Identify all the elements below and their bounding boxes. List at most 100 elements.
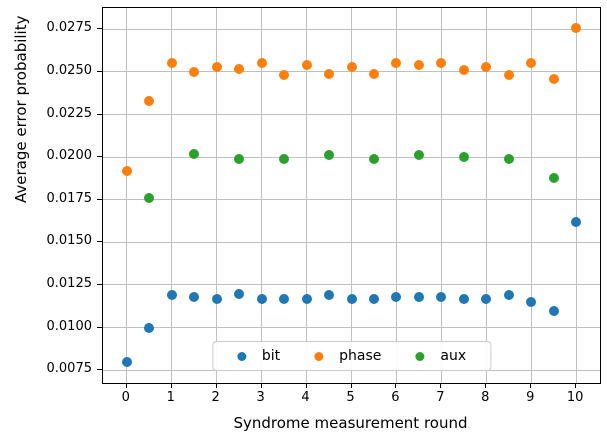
- x-tick-mark: [440, 383, 442, 388]
- y-tick-label: 0.0225: [46, 105, 93, 121]
- data-point-phase: [503, 70, 514, 81]
- gridline-x: [261, 8, 263, 383]
- data-point-phase: [413, 60, 424, 71]
- legend-item-phase: phase: [314, 348, 381, 364]
- data-point-phase: [458, 65, 469, 76]
- data-point-bit: [211, 293, 222, 304]
- data-point-aux: [144, 193, 155, 204]
- data-point-phase: [436, 58, 447, 69]
- data-point-bit: [413, 291, 424, 302]
- gridline-x: [126, 8, 128, 383]
- legend-item-bit: bit: [236, 348, 281, 364]
- data-point-bit: [189, 291, 200, 302]
- data-point-bit: [256, 293, 267, 304]
- x-tick-mark: [350, 383, 352, 388]
- data-point-phase: [256, 58, 267, 69]
- data-point-bit: [391, 291, 402, 302]
- y-tick-label: 0.0125: [46, 275, 93, 291]
- x-tick-label: 1: [166, 390, 175, 405]
- legend-label-phase: phase: [339, 348, 382, 364]
- x-tick-mark: [260, 383, 262, 388]
- y-tick-label: 0.0075: [46, 361, 93, 377]
- x-tick-mark: [530, 383, 532, 388]
- y-tick-label: 0.0275: [46, 20, 93, 36]
- x-tick-label: 7: [436, 390, 445, 405]
- data-point-phase: [391, 58, 402, 69]
- y-tick-mark: [97, 28, 102, 30]
- gridline-x: [171, 8, 173, 383]
- y-tick-mark: [97, 326, 102, 328]
- data-point-bit: [279, 293, 290, 304]
- x-tick-label: 2: [211, 390, 220, 405]
- x-tick-label: 8: [481, 390, 490, 405]
- x-tick-label: 0: [121, 390, 130, 405]
- data-point-aux: [324, 150, 335, 161]
- data-point-aux: [548, 172, 559, 183]
- y-tick-label: 0.0175: [46, 190, 93, 206]
- data-point-phase: [481, 61, 492, 72]
- data-point-bit: [481, 293, 492, 304]
- x-tick-label: 4: [301, 390, 310, 405]
- data-point-aux: [368, 153, 379, 164]
- x-tick-label: 6: [391, 390, 400, 405]
- gridline-x: [216, 8, 218, 383]
- data-point-phase: [211, 61, 222, 72]
- legend-marker-phase-icon: [314, 351, 324, 361]
- data-point-bit: [166, 290, 177, 301]
- y-tick-label: 0.0150: [46, 233, 93, 249]
- data-point-bit: [144, 322, 155, 333]
- data-point-bit: [346, 293, 357, 304]
- data-point-aux: [234, 153, 245, 164]
- data-point-phase: [548, 73, 559, 84]
- x-tick-mark: [485, 383, 487, 388]
- data-point-bit: [301, 293, 312, 304]
- x-tick-label: 9: [526, 390, 535, 405]
- y-tick-mark: [97, 113, 102, 115]
- x-tick-label: 3: [256, 390, 265, 405]
- data-point-phase: [526, 58, 537, 69]
- y-tick-label: 0.0250: [46, 62, 93, 78]
- data-point-phase: [121, 165, 132, 176]
- y-tick-mark: [97, 369, 102, 371]
- data-point-phase: [189, 66, 200, 77]
- data-point-aux: [458, 152, 469, 163]
- data-point-phase: [144, 95, 155, 106]
- data-point-phase: [279, 70, 290, 81]
- y-tick-mark: [97, 241, 102, 243]
- legend-label-aux: aux: [440, 348, 467, 364]
- data-point-bit: [368, 293, 379, 304]
- x-tick-label: 10: [566, 390, 584, 405]
- data-point-bit: [234, 288, 245, 299]
- data-point-aux: [413, 150, 424, 161]
- y-tick-mark: [97, 70, 102, 72]
- x-tick-mark: [305, 383, 307, 388]
- data-point-phase: [368, 68, 379, 79]
- gridline-x: [440, 8, 442, 383]
- x-tick-mark: [395, 383, 397, 388]
- data-point-aux: [189, 148, 200, 159]
- data-point-aux: [279, 153, 290, 164]
- y-tick-mark: [97, 156, 102, 158]
- y-tick-mark: [97, 283, 102, 285]
- data-point-phase: [301, 60, 312, 71]
- x-tick-mark: [575, 383, 577, 388]
- data-point-phase: [166, 58, 177, 69]
- x-axis-label: Syndrome measurement round: [233, 414, 468, 432]
- gridline-x: [395, 8, 397, 383]
- x-tick-mark: [215, 383, 217, 388]
- y-tick-label: 0.0200: [46, 148, 93, 164]
- y-tick-mark: [97, 198, 102, 200]
- data-point-bit: [436, 291, 447, 302]
- gridline-x: [575, 8, 577, 383]
- legend-marker-bit-icon: [236, 351, 246, 361]
- gridline-x: [306, 8, 308, 383]
- legend-label-bit: bit: [261, 348, 281, 364]
- x-tick-label: 5: [346, 390, 355, 405]
- data-point-bit: [324, 290, 335, 301]
- data-point-phase: [324, 68, 335, 79]
- data-point-phase: [346, 61, 357, 72]
- legend-item-aux: aux: [415, 348, 466, 364]
- data-point-bit: [503, 290, 514, 301]
- data-point-aux: [503, 153, 514, 164]
